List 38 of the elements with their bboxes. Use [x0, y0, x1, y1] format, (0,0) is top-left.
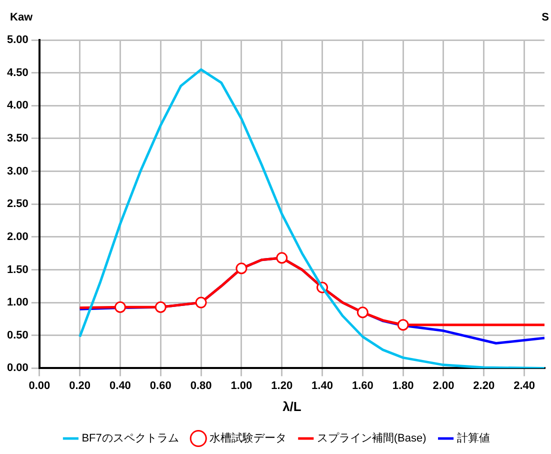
y-tick-label: 3.00 — [6, 165, 28, 178]
x-tick-label: 2.40 — [514, 380, 536, 392]
x-tick-label: 1.40 — [312, 380, 333, 392]
y-tick-label: 1.50 — [6, 264, 28, 276]
point — [114, 301, 126, 313]
point — [397, 319, 409, 331]
x-tick-label: 0.20 — [69, 380, 91, 392]
y-tick-label: 2.50 — [6, 198, 28, 210]
y-tick-label: 0.00 — [6, 362, 28, 374]
legend-label: BF7のスペクトラム — [82, 432, 179, 445]
x-tick-label: 0.80 — [190, 380, 212, 392]
text: S — [542, 12, 549, 24]
x-tick-label: 1.20 — [271, 380, 293, 392]
y-axis-title: Kaw — [10, 12, 34, 24]
y-tick-label: 5.00 — [6, 34, 28, 46]
point — [356, 306, 368, 318]
point — [236, 262, 248, 274]
point — [154, 301, 166, 313]
x-tick-label: 2.00 — [432, 380, 454, 392]
y-tick-label: 4.50 — [6, 66, 28, 79]
y-tick-label: 2.00 — [6, 230, 28, 243]
x-axis-title: λ/L — [282, 398, 302, 414]
point — [276, 252, 288, 264]
x-tick-label: 1.60 — [352, 380, 374, 392]
x-tick-label: 0.60 — [150, 380, 172, 392]
legend-label: 水槽試験データ — [209, 432, 286, 445]
x-tick-label: 0.00 — [28, 380, 50, 392]
legend-label: 計算値 — [456, 432, 490, 445]
x-tick-label: 1.00 — [230, 380, 252, 392]
point — [195, 296, 207, 308]
x-tick-label: 2.20 — [473, 380, 495, 392]
y-tick-label: 4.00 — [6, 100, 28, 112]
y-tick-label: 1.00 — [6, 296, 28, 309]
legend-label: スプライン補間(Base) — [316, 432, 426, 445]
y-tick-label: 3.50 — [6, 132, 28, 144]
x-tick-label: 0.40 — [110, 380, 131, 392]
x-tick-label: 1.80 — [392, 380, 414, 392]
y-tick-label: 0.50 — [6, 329, 28, 342]
